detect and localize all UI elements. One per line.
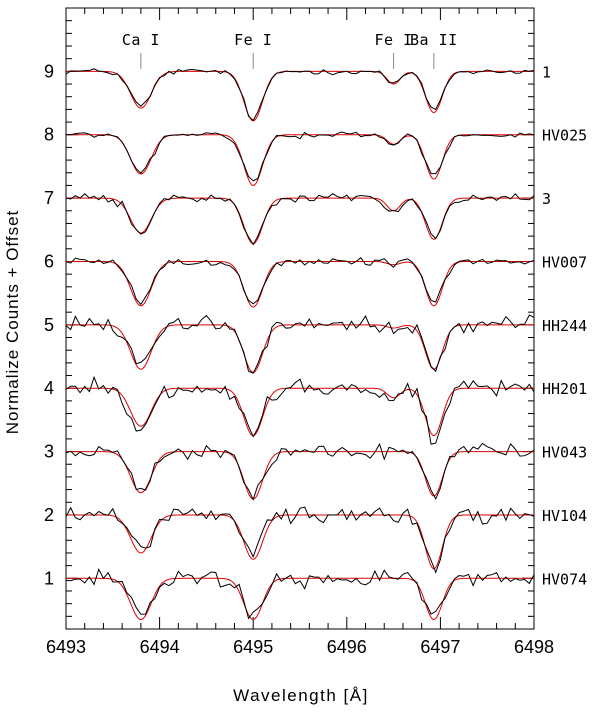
observed-spectrum-line	[65, 506, 535, 574]
line-marker-label: Ba II	[410, 31, 458, 49]
spectrum-HV074: HV074	[65, 567, 587, 621]
observed-spectrum-line	[65, 442, 535, 501]
series-label: HV007	[542, 253, 587, 271]
x-axis-label: Wavelength [Å]	[233, 686, 369, 705]
model-spectrum-line	[66, 134, 534, 186]
spectrum-1: 1	[65, 63, 551, 122]
spectrum-3: 3	[65, 190, 551, 246]
spectrum-HV043: HV043	[65, 442, 587, 501]
model-spectrum-line	[66, 70, 534, 122]
series-label: 1	[542, 63, 551, 81]
model-spectrum-line	[66, 260, 534, 308]
y-tick-label: 5	[44, 315, 54, 335]
observed-spectrum-line	[65, 375, 535, 445]
series-label: 3	[542, 190, 551, 208]
y-tick-label: 1	[44, 568, 54, 588]
plot-axes: 6493 6494 6495 6496 6497 6498 1 2 3 4 5 6 7 8 9	[44, 7, 554, 657]
model-spectrum-line	[66, 197, 534, 245]
x-tick-label: 6497	[420, 637, 460, 657]
x-tick-label: 6493	[46, 637, 86, 657]
series-label: HH201	[542, 380, 587, 398]
x-tick-label: 6498	[514, 637, 554, 657]
line-markers: Ca I Fe I Fe IBa II	[122, 31, 458, 69]
observed-spectrum-line	[65, 131, 535, 182]
model-spectrum-line	[66, 387, 534, 437]
y-tick-label: 8	[44, 125, 54, 145]
spectra-series: 1 HV025 3 HV007 HH244 HH201 HV043 HV104 HV074	[65, 63, 587, 621]
spectrum-HV025: HV025	[65, 127, 587, 186]
y-tick-label: 7	[44, 188, 54, 208]
spectrum-HV007: HV007	[65, 253, 587, 308]
line-marker-label: Fe I	[234, 31, 272, 49]
x-tick-label: 6496	[327, 637, 367, 657]
line-marker-label: Fe I	[375, 31, 413, 49]
y-tick-label: 4	[44, 378, 54, 398]
observed-spectrum-line	[65, 256, 535, 306]
plot-frame	[65, 7, 535, 630]
series-label: HV043	[542, 444, 587, 462]
model-spectrum-line	[66, 514, 534, 570]
y-tick-label: 2	[44, 505, 54, 525]
spectrum-HV104: HV104	[65, 506, 587, 574]
spectrum-HH201: HH201	[65, 375, 587, 445]
model-spectrum-line	[66, 451, 534, 500]
series-label: HH244	[542, 317, 587, 335]
spectrum-HH244: HH244	[65, 314, 587, 374]
series-label: HV074	[542, 570, 587, 588]
x-tick-label: 6495	[233, 637, 273, 657]
y-tick-label: 9	[44, 61, 54, 81]
observed-spectrum-line	[65, 68, 535, 122]
observed-spectrum-line	[65, 193, 535, 246]
y-tick-label: 3	[44, 442, 54, 462]
series-label: HV104	[542, 507, 587, 525]
x-tick-label: 6494	[140, 637, 180, 657]
series-label: HV025	[542, 127, 587, 145]
observed-spectrum-line	[65, 567, 535, 620]
observed-spectrum-line	[65, 314, 535, 374]
y-axis-label: Normalize Counts + Offset	[3, 210, 22, 435]
line-marker-label: Ca I	[122, 31, 160, 49]
model-spectrum-line	[66, 577, 534, 621]
y-tick-label: 6	[44, 251, 54, 271]
